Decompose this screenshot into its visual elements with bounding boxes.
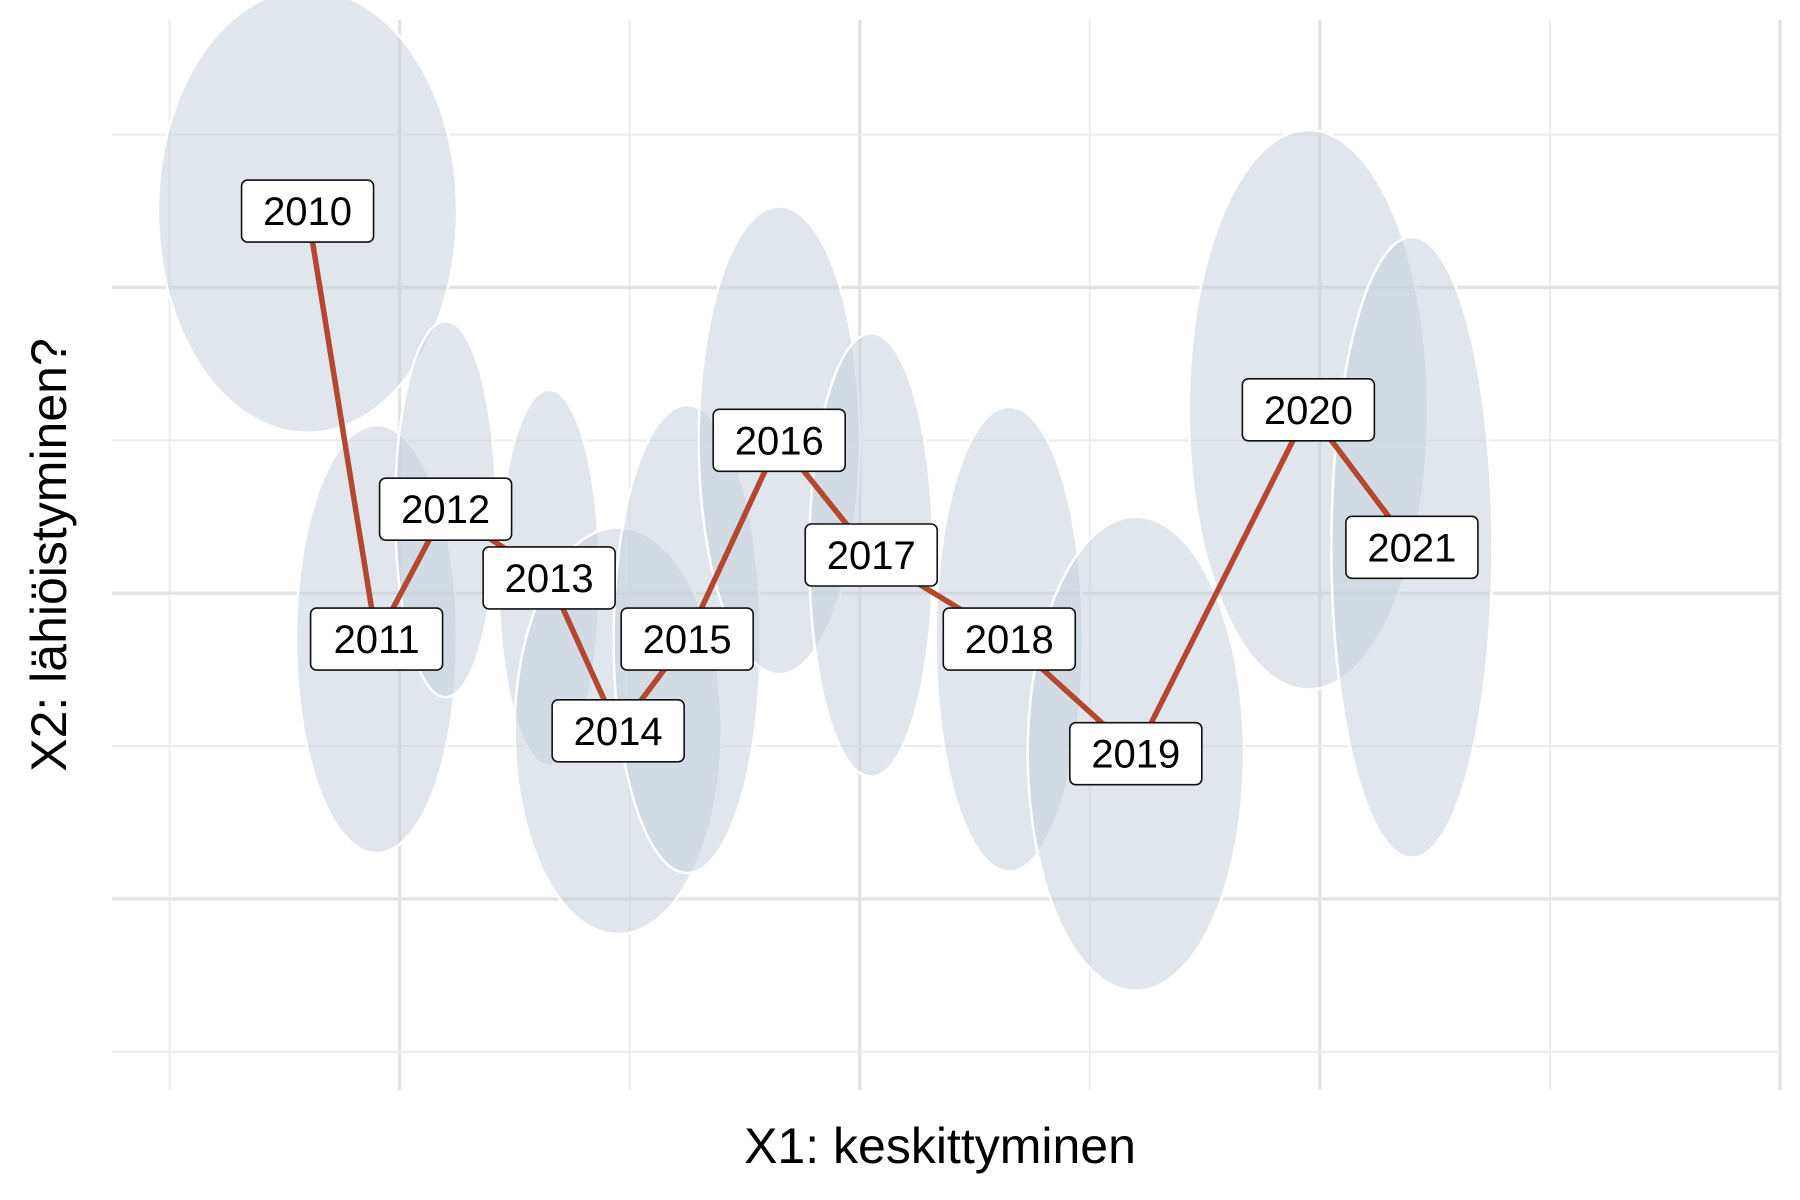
year-label-2021: 2021 — [1345, 515, 1479, 580]
year-label-2012: 2012 — [378, 477, 513, 541]
label-box — [942, 607, 1077, 671]
label-box — [1069, 721, 1203, 786]
label-box — [378, 477, 513, 541]
year-label-text: 2013 — [505, 557, 594, 601]
label-box — [1345, 515, 1479, 580]
x-axis-title: X1: keskittyminen — [744, 1118, 1136, 1174]
year-label-2019: 2019 — [1069, 721, 1203, 786]
label-box — [620, 607, 754, 671]
year-labels: 2010 2011 2012 2013 2014 2015 2016 2017 2018 2019… — [240, 179, 1479, 786]
label-box — [804, 523, 939, 587]
year-label-text: 2019 — [1091, 733, 1180, 777]
year-label-text: 2011 — [334, 618, 420, 662]
year-label-text: 2016 — [735, 419, 824, 463]
label-box — [482, 546, 616, 610]
year-label-2020: 2020 — [1241, 377, 1376, 442]
year-label-text: 2014 — [574, 710, 663, 754]
year-label-2017: 2017 — [804, 523, 939, 587]
year-label-2013: 2013 — [482, 546, 616, 610]
year-label-2015: 2015 — [620, 607, 754, 671]
year-label-text: 2018 — [965, 618, 1054, 662]
year-label-text: 2012 — [401, 488, 490, 532]
y-axis-title: X2: lähiöistyminen? — [21, 338, 77, 772]
label-box — [551, 698, 685, 763]
label-box — [309, 607, 444, 671]
year-label-text: 2017 — [827, 534, 916, 578]
label-box — [712, 408, 847, 473]
year-label-text: 2020 — [1264, 389, 1353, 433]
year-label-2010: 2010 — [240, 179, 375, 243]
year-label-2016: 2016 — [712, 408, 847, 473]
year-label-2011: 2011 — [309, 607, 444, 671]
year-label-2018: 2018 — [942, 607, 1077, 671]
year-label-text: 2021 — [1367, 526, 1456, 570]
label-box — [1241, 377, 1376, 442]
year-label-text: 2015 — [643, 618, 732, 662]
year-label-2014: 2014 — [551, 698, 685, 763]
label-box — [240, 179, 375, 243]
year-label-text: 2010 — [263, 190, 352, 234]
